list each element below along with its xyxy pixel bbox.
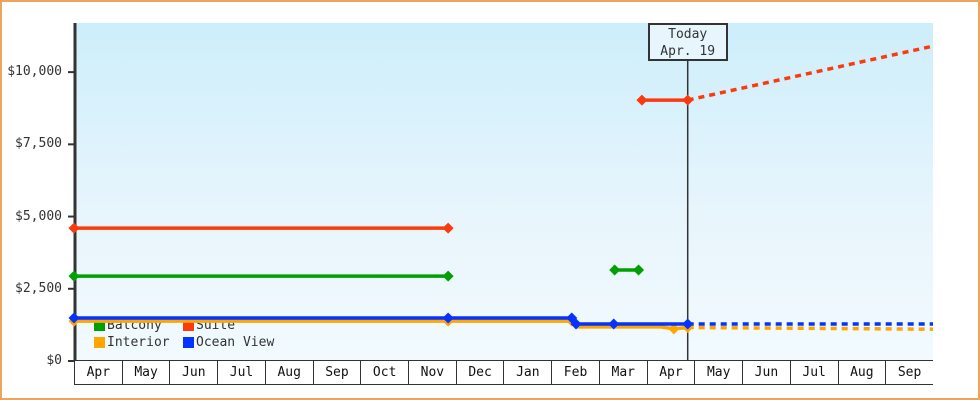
legend-item: Interior xyxy=(94,334,183,351)
legend-label: Interior xyxy=(107,335,170,350)
legend-swatch xyxy=(94,337,105,348)
month-label: Oct xyxy=(361,361,410,384)
x-axis-month-band: Apr May Jun Jul Aug Sep Oct Nov Dec Jan Feb Mar Apr M… xyxy=(74,360,933,385)
month-label: Jun xyxy=(743,361,791,384)
legend-item: Suite xyxy=(183,317,274,334)
y-axis-tick-label: $7,500 xyxy=(15,136,62,152)
legend-swatch xyxy=(94,320,105,331)
month-label: Dec xyxy=(456,361,505,384)
month-label: Aug xyxy=(265,361,314,384)
y-axis-tick-label: $2,500 xyxy=(15,280,62,296)
today-annotation-box: Today Apr. 19 xyxy=(647,23,728,61)
month-label: Jul xyxy=(218,361,266,384)
legend-swatch xyxy=(183,320,194,331)
plot-area xyxy=(74,23,933,361)
y-axis-tick-label: $0 xyxy=(46,353,62,368)
legend: Balcony Suite Interior Ocean View xyxy=(94,317,274,351)
month-label: Sep xyxy=(313,361,362,384)
today-date-label: Apr. 19 xyxy=(660,44,716,59)
legend-label: Ocean View xyxy=(196,335,275,350)
month-label: Feb xyxy=(552,361,600,384)
today-label: Today xyxy=(668,27,708,42)
month-label: Mar xyxy=(599,361,648,384)
month-label: Sep xyxy=(886,361,933,384)
month-label: Aug xyxy=(838,361,887,384)
month-label: Jun xyxy=(170,361,219,384)
legend-item: Balcony xyxy=(94,317,183,334)
month-label: Apr xyxy=(647,361,696,384)
legend-item: Ocean View xyxy=(183,334,274,351)
month-label: Jul xyxy=(790,361,839,384)
legend-label: Suite xyxy=(196,318,236,333)
month-label: Nov xyxy=(409,361,457,384)
y-axis-tick-label: $10,000 xyxy=(7,64,62,80)
month-label: May xyxy=(122,361,171,384)
month-label: May xyxy=(695,361,744,384)
legend-swatch xyxy=(183,337,194,348)
month-label: Jan xyxy=(504,361,553,384)
y-axis-tick-label: $5,000 xyxy=(15,208,62,224)
legend-label: Balcony xyxy=(107,318,162,333)
month-label: Apr xyxy=(75,361,123,384)
